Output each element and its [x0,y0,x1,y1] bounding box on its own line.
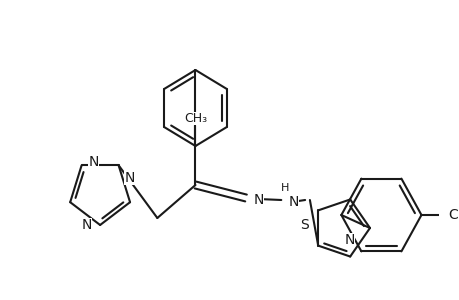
Text: N: N [88,155,99,169]
Text: N: N [344,232,355,247]
Text: N: N [82,218,92,232]
Text: N: N [288,195,299,209]
Text: N: N [253,193,263,207]
Text: S: S [299,218,308,233]
Text: CH₃: CH₃ [184,112,207,124]
Text: N: N [124,171,134,185]
Text: H: H [280,183,289,193]
Text: Cl: Cl [447,208,459,222]
